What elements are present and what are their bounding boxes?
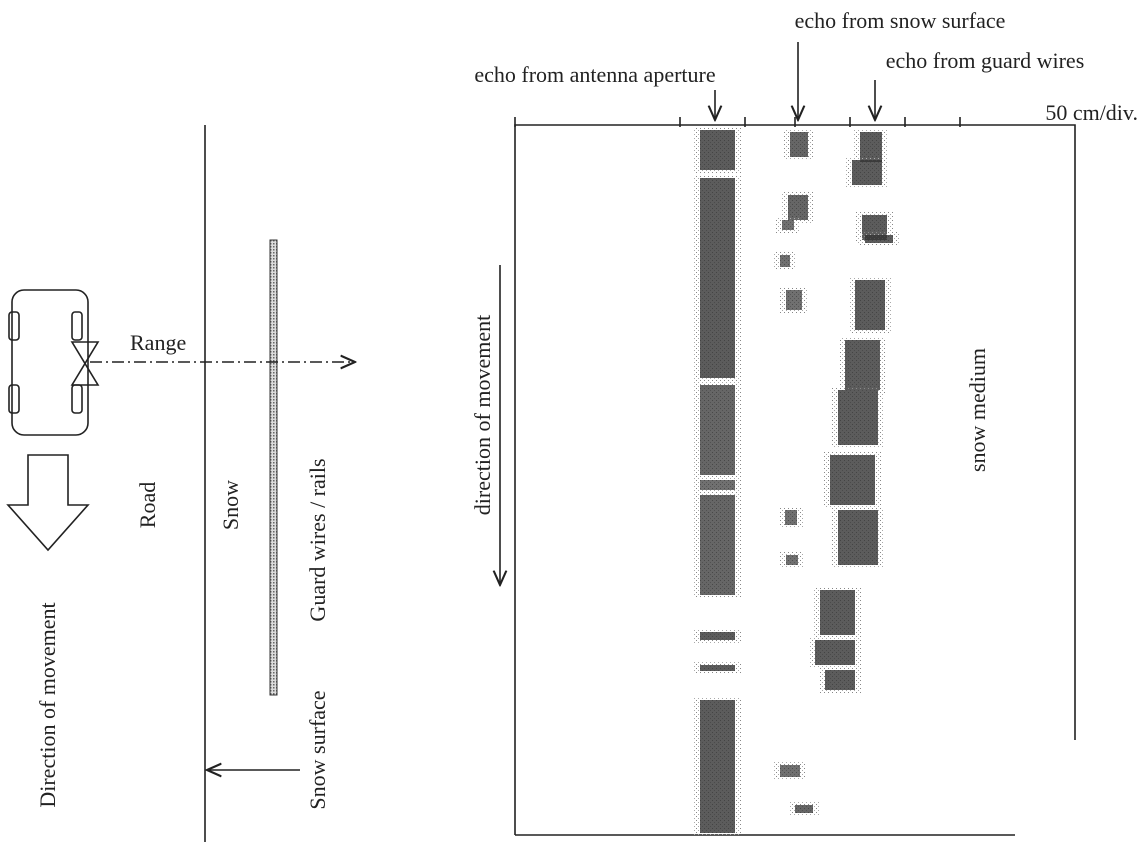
echo-blob (838, 390, 878, 445)
wheel (9, 312, 19, 340)
echo-label: echo from guard wires (886, 48, 1085, 73)
echo-blob (780, 765, 800, 777)
echo-blob (830, 455, 875, 505)
echo-blob (788, 195, 808, 220)
echo-blob (786, 555, 798, 565)
echo-blob (700, 665, 735, 671)
echo-blob (790, 132, 808, 157)
echo-blob (865, 235, 893, 243)
echo-blob (786, 290, 802, 310)
scale-label: 50 cm/div. (1045, 100, 1138, 125)
movement-arrow (8, 455, 88, 550)
echo-blob (785, 510, 797, 525)
guard-label: Guard wires / rails (305, 458, 330, 621)
echo-blob (780, 255, 790, 267)
radar-plot: echo from snow surface echo from antenna… (470, 8, 1138, 836)
left-diagram: Range Direction of movement Road Snow Gu… (8, 125, 355, 842)
snow-label: Snow (218, 480, 243, 530)
guard-rail (270, 240, 277, 695)
echo-blob (825, 670, 855, 690)
echo-blob (855, 280, 885, 330)
wheel (72, 312, 82, 340)
echo-blob (852, 160, 882, 185)
range-label: Range (130, 330, 186, 355)
road-label: Road (135, 482, 160, 528)
echo-blob (700, 495, 735, 595)
movement-label: Direction of movement (35, 602, 60, 807)
echo-blob (700, 178, 735, 378)
antenna (72, 342, 98, 385)
echo-blob (700, 130, 735, 170)
echo-blob (700, 632, 735, 640)
wheel (9, 385, 19, 413)
figure: Range Direction of movement Road Snow Gu… (0, 0, 1147, 855)
echo-blob (700, 385, 735, 475)
echo-blob (838, 510, 878, 565)
echo-blob (795, 805, 813, 813)
echo-label: echo from snow surface (795, 8, 1006, 33)
medium-label: snow medium (965, 348, 990, 472)
echo-blob (700, 700, 735, 833)
echo-blob (700, 480, 735, 490)
snow-surface-label: Snow surface (305, 690, 330, 809)
echo-blob (820, 590, 855, 635)
echo-blob (845, 340, 880, 390)
wheel (72, 385, 82, 413)
echo-blob (782, 220, 794, 230)
movement-label: direction of movement (470, 315, 495, 515)
echo-blob (815, 640, 855, 665)
echo-label: echo from antenna aperture (474, 62, 715, 87)
